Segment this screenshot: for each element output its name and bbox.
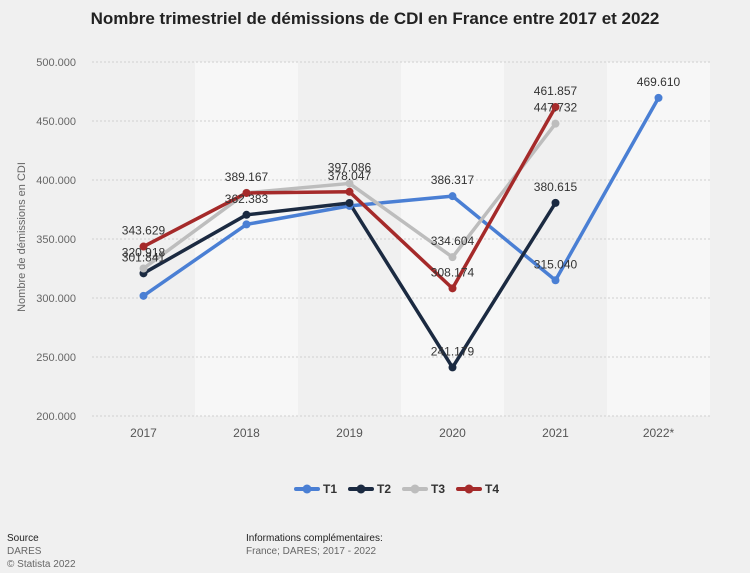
data-label: 362.383 — [225, 192, 269, 206]
y-tick-label: 350.000 — [36, 234, 76, 246]
y-tick-label: 400.000 — [36, 175, 76, 187]
x-tick-label: 2017 — [130, 426, 157, 440]
plot-band — [504, 62, 607, 416]
source-block: Source DARES © Statista 2022 — [7, 532, 76, 571]
data-point-t2[interactable] — [448, 363, 457, 372]
plot-band — [92, 62, 195, 416]
data-label: 301.841 — [122, 250, 166, 264]
x-tick-label: 2019 — [336, 426, 363, 440]
legend-marker — [356, 484, 366, 494]
y-tick-label: 450.000 — [36, 116, 76, 128]
info-label: Informations complémentaires: — [246, 533, 383, 544]
data-point-t1[interactable] — [448, 192, 457, 201]
line-chart: 200.000 250.000 300.000 350.000 400.000 450.0… — [16, 57, 710, 496]
data-point-t4[interactable] — [139, 242, 148, 251]
info-value: France; DARES; 2017 - 2022 — [246, 546, 377, 557]
data-point-t1[interactable] — [654, 93, 663, 102]
data-point-t3[interactable] — [345, 179, 354, 188]
data-label: 469.610 — [637, 75, 681, 89]
y-axis-label: Nombre de démissions en CDI — [16, 162, 28, 312]
copyright[interactable]: © Statista 2022 — [7, 559, 76, 570]
data-point-t3[interactable] — [139, 264, 148, 273]
y-tick-label: 300.000 — [36, 293, 76, 305]
legend-marker — [464, 484, 474, 494]
info-block: Informations complémentaires: France; DA… — [246, 532, 383, 558]
source-label: Source — [7, 533, 39, 544]
data-label: 334.604 — [431, 234, 475, 248]
plot-band — [195, 62, 298, 416]
source-value[interactable]: DARES — [7, 546, 42, 557]
legend-marker — [302, 484, 312, 494]
data-label: 447.732 — [534, 101, 578, 115]
data-label: 320.918 — [122, 246, 166, 260]
x-tick-label: 2018 — [233, 426, 260, 440]
data-label: 308.174 — [431, 265, 475, 279]
data-label: 241.179 — [431, 344, 475, 358]
data-point-t2[interactable] — [242, 210, 251, 219]
data-point-t4[interactable] — [551, 103, 560, 112]
y-tick-label: 250.000 — [36, 352, 76, 364]
data-point-t4[interactable] — [448, 284, 457, 293]
y-tick-label: 200.000 — [36, 411, 76, 423]
legend-label-t2[interactable]: T2 — [377, 482, 391, 496]
data-label: 461.857 — [534, 84, 578, 98]
data-label: 343.629 — [122, 224, 166, 238]
data-point-t1[interactable] — [551, 276, 560, 285]
x-tick-label: 2022* — [643, 426, 675, 440]
x-tick-label: 2021 — [542, 426, 569, 440]
plot-band — [607, 62, 710, 416]
data-point-t4[interactable] — [345, 187, 354, 196]
data-point-t2[interactable] — [345, 199, 354, 208]
data-point-t3[interactable] — [551, 119, 560, 128]
data-label: 315.040 — [534, 257, 578, 271]
data-point-t3[interactable] — [448, 253, 457, 262]
data-point-t4[interactable] — [242, 188, 251, 197]
data-label: 386.317 — [431, 173, 475, 187]
legend-label-t1[interactable]: T1 — [323, 482, 337, 496]
data-point-t1[interactable] — [242, 220, 251, 229]
data-label: 378.047 — [328, 169, 372, 183]
legend: T1 T2 T3 T4 — [294, 482, 499, 496]
legend-marker — [410, 484, 420, 494]
legend-label-t3[interactable]: T3 — [431, 482, 445, 496]
legend-label-t4[interactable]: T4 — [485, 482, 499, 496]
data-label: 389.167 — [225, 170, 269, 184]
data-point-t1[interactable] — [139, 291, 148, 300]
y-tick-label: 500.000 — [36, 57, 76, 69]
x-tick-label: 2020 — [439, 426, 466, 440]
series-line-t1 — [141, 96, 661, 298]
data-label: 397.086 — [328, 160, 372, 174]
data-label: 380.615 — [534, 180, 578, 194]
data-point-t2[interactable] — [551, 198, 560, 207]
chart-title: Nombre trimestriel de démissions de CDI … — [90, 9, 660, 28]
